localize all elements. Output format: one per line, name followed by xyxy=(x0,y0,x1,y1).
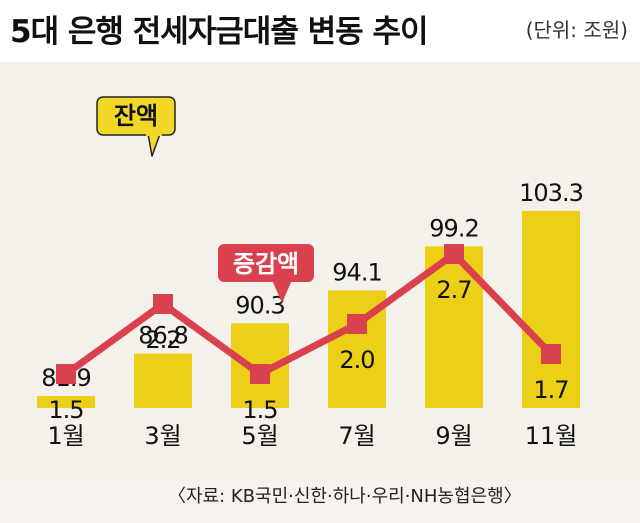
bar-1 xyxy=(37,396,95,408)
chart-svg: 81.91월86.83월90.35월94.17월99.29월103.311월1.… xyxy=(37,96,584,450)
change-point xyxy=(444,244,464,264)
bar-value-label: 94.1 xyxy=(332,258,381,286)
bar-value-label: 86.8 xyxy=(138,322,187,350)
callout-balance-join xyxy=(146,131,162,136)
title-bar: 5대 은행 전세자금대출 변동 추이 (단위: 조원) xyxy=(0,0,640,62)
callout-change-box xyxy=(218,244,314,282)
source-note: 〈자료: KB국민·신한·하나·우리·NH농협은행〉 xyxy=(168,486,522,507)
change-point xyxy=(153,294,173,314)
x-tick-label: 7월 xyxy=(338,422,375,450)
change-line xyxy=(63,250,554,378)
bar-value-label: 103.3 xyxy=(519,179,583,207)
change-point xyxy=(56,364,76,384)
callout-balance-box xyxy=(96,96,176,136)
legend-change-label: 증감액 xyxy=(233,250,299,278)
unit-label: (단위: 조원) xyxy=(525,18,628,42)
callout-balance-pointer xyxy=(147,133,161,157)
change-value-label: 1.7 xyxy=(533,376,568,404)
x-tick-label: 3월 xyxy=(144,422,181,450)
bar-value-label: 99.2 xyxy=(429,214,478,242)
x-tick-label: 1월 xyxy=(47,422,84,450)
bar-6 xyxy=(522,210,580,408)
change-point xyxy=(541,344,561,364)
callout-change-pointer xyxy=(272,280,292,303)
change-value-label: 2.0 xyxy=(339,346,374,374)
legend-balance-label: 잔액 xyxy=(114,102,158,130)
change-value-label: 1.5 xyxy=(242,396,277,424)
change-value-label: 2.2 xyxy=(145,326,180,354)
change-point xyxy=(250,364,270,384)
change-value-label: 2.7 xyxy=(436,276,471,304)
x-tick-label: 11월 xyxy=(525,422,578,450)
x-tick-label: 5월 xyxy=(241,422,278,450)
change-value-label: 1.5 xyxy=(48,396,83,424)
change-point xyxy=(347,314,367,334)
x-tick-label: 9월 xyxy=(435,422,472,450)
bar-value-label: 90.3 xyxy=(235,291,284,319)
bar-2 xyxy=(134,353,192,408)
chart-title: 5대 은행 전세자금대출 변동 추이 xyxy=(10,14,428,50)
